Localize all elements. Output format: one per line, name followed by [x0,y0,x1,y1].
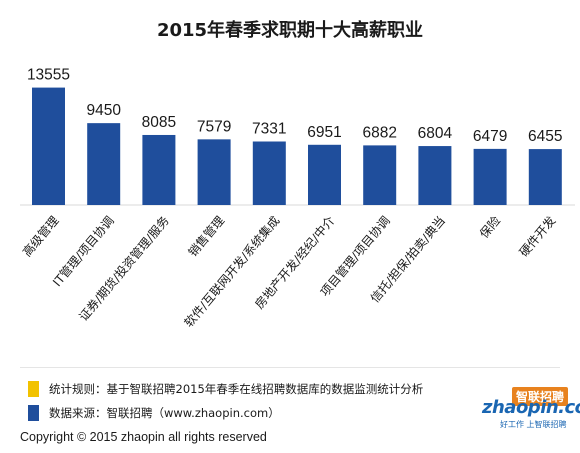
logo-slogan: 好工作 上智联招聘 [500,420,567,429]
bar-6 [308,144,341,205]
bar-chart: 13555高级管理9450IT管理/项目协调8085证券/期货/投资管理/服务7… [19,67,575,330]
category-label-10: 硬件开发 [516,213,558,259]
value-label-7: 6882 [362,124,396,141]
category-label-3: 证券/期货/投资管理/服务 [76,213,172,324]
value-label-5: 7331 [252,120,286,137]
separator [20,367,560,368]
category-label-9: 保险 [476,213,503,241]
copyright-text: Copyright © 2015 zhaopin all rights rese… [20,430,267,444]
value-label-9: 6479 [473,128,507,145]
bar-9 [473,148,507,205]
bar-2 [87,123,121,205]
category-label-1: 高级管理 [19,213,61,259]
bar-8 [418,146,452,205]
value-label-8: 6804 [418,125,453,142]
legend-source-text: 数据来源：智联招聘（www.zhaopin.com） [49,406,280,420]
value-label-1: 13555 [27,67,70,84]
value-label-6: 6951 [307,124,341,141]
legend-swatch-yellow [28,381,39,397]
value-label-3: 8085 [142,114,176,131]
bar-4 [197,139,231,205]
zhaopin-logo: 智联招聘 zhaopin.com 好工作 上智联招聘 [474,387,580,433]
chart-title: 2015年春季求职期十大高薪职业 [156,20,424,41]
logo-chinese-name: 智联招聘 [511,387,568,406]
value-label-4: 7579 [197,118,231,135]
category-label-4: 销售管理 [185,213,227,259]
legend-rule: 统计规则：基于智联招聘2015年春季在线招聘数据库的数据监测统计分析 [28,381,423,397]
value-label-10: 6455 [528,128,562,145]
bar-1 [32,87,65,205]
legend-source: 数据来源：智联招聘（www.zhaopin.com） [28,405,280,421]
category-label-5: 软件/互联网开发/系统集成 [181,213,283,330]
value-label-2: 9450 [86,102,121,119]
bar-5 [252,141,286,205]
legend-rule-text: 统计规则：基于智联招聘2015年春季在线招聘数据库的数据监测统计分析 [49,382,424,396]
legend-swatch-blue [28,405,39,421]
bar-3 [142,134,176,205]
logo-wordmark: zhaopin.com [482,397,580,418]
bar-10 [528,149,562,205]
bar-7 [363,145,397,205]
